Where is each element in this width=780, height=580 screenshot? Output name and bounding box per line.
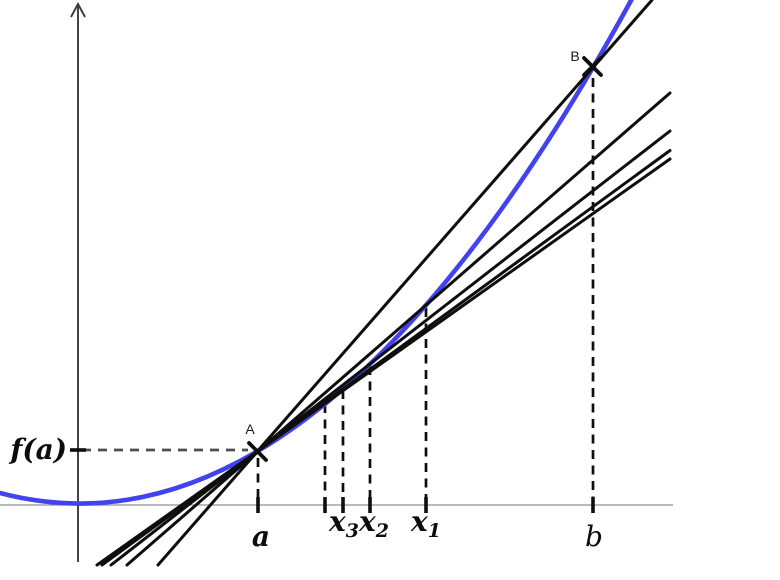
a-label: a bbox=[252, 520, 270, 553]
x3-label-sub: 3 bbox=[346, 520, 359, 542]
x3-label: x3 bbox=[328, 505, 359, 542]
point-label-b: B bbox=[570, 48, 579, 64]
secant-line-x4 bbox=[95, 157, 672, 567]
fa-label: f(a) bbox=[8, 433, 67, 466]
x1-label-sub: 1 bbox=[428, 520, 441, 542]
x2-label: x2 bbox=[358, 505, 389, 542]
x1-label-base: x bbox=[410, 505, 428, 538]
y-axis-arrow-icon bbox=[70, 1, 86, 18]
secant-line-ab bbox=[156, 0, 654, 567]
x2-label-sub: 2 bbox=[375, 520, 389, 542]
secant-line-x2 bbox=[109, 129, 672, 567]
b-label: b bbox=[585, 520, 603, 553]
function-curve bbox=[0, 0, 634, 506]
x2-label-base: x bbox=[358, 505, 376, 538]
x-axis-tick-marks bbox=[256, 497, 595, 513]
point-label-a: A bbox=[245, 421, 255, 437]
point-marker-a-icon bbox=[247, 441, 268, 462]
secant-line-x1 bbox=[125, 91, 672, 567]
point-marker-b-icon bbox=[582, 56, 603, 77]
x3-label-base: x bbox=[328, 505, 346, 538]
x1-label: x1 bbox=[410, 505, 441, 542]
